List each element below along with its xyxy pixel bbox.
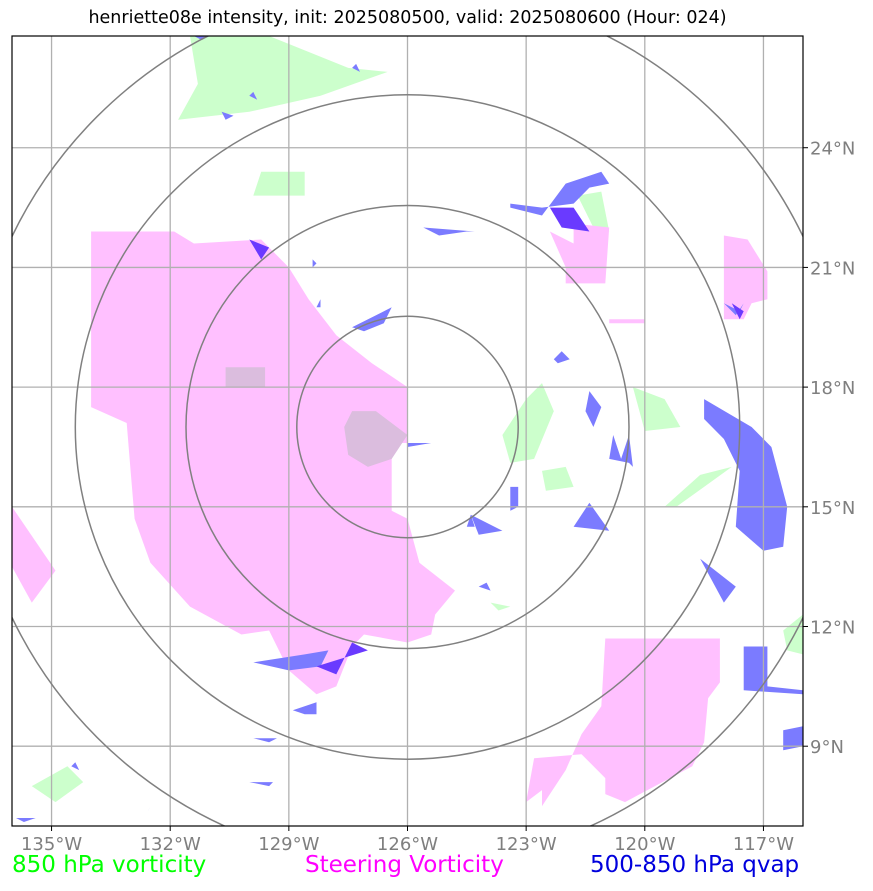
contour-region (549, 207, 590, 232)
contour-region (510, 171, 610, 216)
contour-region (549, 223, 610, 284)
contour-region (470, 514, 503, 535)
y-tick-label: 12°N (810, 618, 855, 639)
contour-region (466, 514, 475, 527)
legend-850-hpa-vorticity: 850 hPa vorticity (12, 852, 207, 878)
contour-region (253, 738, 277, 743)
contour-region (352, 63, 360, 72)
contour-region (577, 191, 610, 232)
contour-region (91, 231, 455, 695)
contour-region (542, 466, 574, 491)
contour-region (253, 171, 305, 196)
x-tick-label: 135°W (21, 834, 82, 855)
contour-region (423, 227, 475, 236)
y-tick-label: 9°N (810, 737, 844, 758)
x-tick-label: 123°W (496, 834, 557, 855)
contour-region (16, 818, 36, 822)
x-tick-label: 132°W (140, 834, 201, 855)
layer-4 (249, 207, 744, 675)
contour-region (723, 303, 744, 316)
contour-region (146, 798, 155, 814)
contour-region (526, 638, 720, 807)
legend-steering-vorticity: Steering Vorticity (305, 852, 504, 878)
y-tick-label: 15°N (810, 498, 855, 519)
contour-region (585, 391, 602, 427)
layer-2 (225, 367, 408, 467)
contour-region (253, 650, 329, 671)
x-axis-ticks: 135°W 132°W 129°W 126°W 123°W 120°W 117°W (21, 826, 794, 855)
range-ring (296, 315, 519, 539)
x-tick-label: 126°W (377, 834, 438, 855)
contour-region (221, 111, 234, 120)
range-ring (74, 94, 741, 760)
contour-region (664, 466, 732, 507)
contour-region (723, 235, 768, 320)
legend-qvap: 500-850 hPa qvap (590, 852, 800, 878)
contour-region (731, 303, 744, 320)
contour-region (632, 387, 681, 431)
contour-region (178, 36, 388, 120)
layer-3 (16, 36, 803, 822)
y-tick-label: 21°N (810, 258, 855, 279)
layer-0 (31, 36, 803, 803)
contour-region (12, 506, 56, 603)
contour-region (407, 443, 432, 447)
layer-1 (12, 223, 768, 807)
y-tick-label: 18°N (810, 378, 855, 399)
contour-region (249, 239, 270, 260)
contour-region (31, 766, 84, 803)
contour-region (316, 299, 321, 308)
lat-lon-grid (12, 36, 803, 826)
contour-region (292, 702, 317, 715)
contour-region (510, 486, 519, 511)
contour-region (225, 367, 266, 388)
contour-region (704, 399, 788, 551)
contour-region (316, 642, 368, 675)
contour-region (743, 646, 803, 695)
contour-region (609, 319, 645, 324)
x-tick-label: 129°W (258, 834, 319, 855)
contour-region (553, 351, 570, 364)
x-tick-label: 120°W (614, 834, 675, 855)
contour-region (478, 582, 491, 591)
contour-region (490, 602, 511, 611)
contour-region (71, 762, 80, 771)
y-tick-label: 24°N (810, 139, 855, 160)
contour-region (783, 726, 803, 751)
x-tick-label: 117°W (733, 834, 794, 855)
range-rings (12, 36, 803, 826)
contour-region (700, 558, 736, 603)
contour-region (344, 411, 408, 467)
contour-region (573, 502, 610, 531)
range-ring (185, 204, 630, 650)
chart-title: henriette08e intensity, init: 2025080500… (88, 8, 727, 28)
contour-region (502, 383, 554, 463)
y-axis-ticks: 24°N 21°N 18°N 15°N 12°N 9°N (803, 139, 855, 758)
contour-region (249, 782, 273, 787)
field-layers (12, 36, 803, 822)
contour-region (312, 259, 317, 268)
contour-region (249, 91, 258, 100)
